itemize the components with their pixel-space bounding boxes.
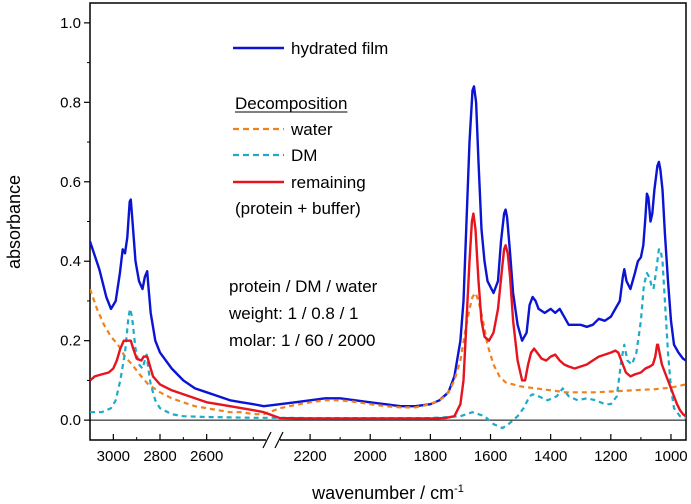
axis-break-mark-right [274,431,284,449]
x-axis-label: wavenumber / cm-1 [311,483,464,503]
annotation-line-1: protein / DM / water [229,277,378,296]
series-layer [90,85,686,430]
axis-break-gap [266,436,280,444]
x-tick-label: 1800 [414,448,447,465]
x-tick-label: 1200 [594,448,627,465]
axis-break-mark-left [262,431,272,449]
x-axis-ticks: 3000 2800 2600 2200 2000 1800 1600 1400 1200 1000 [97,434,688,465]
x-axis-label-main: wavenumber / cm [311,483,454,503]
series-line-water [90,288,686,416]
x-tick-label: 2600 [190,448,223,465]
annotation-line-2: weight: 1 / 0.8 / 1 [228,304,358,323]
series-line-hydrated-film [90,85,686,408]
legend-decomposition-title: Decomposition [235,94,347,113]
y-axis-ticks: 0.0 0.2 0.4 0.6 0.8 1.0 [60,15,90,429]
series-line-dm [90,248,686,430]
composition-annotation: protein / DM / water weight: 1 / 0.8 / 1… [228,277,378,350]
y-tick-label: 1.0 [60,15,81,32]
legend-remaining-note: (protein + buffer) [235,199,361,218]
x-tick-label: 1600 [474,448,507,465]
legend-label-hydrated-film: hydrated film [291,39,388,58]
series-line-remaining [90,212,686,420]
x-tick-label: 1000 [654,448,687,465]
y-tick-label: 0.4 [60,253,81,270]
plot-frame [89,2,687,441]
x-tick-label: 1400 [534,448,567,465]
legend: hydrated film Decomposition water DM rem… [233,39,388,218]
x-tick-label: 2200 [293,448,326,465]
x-axis-label-superscript: -1 [454,483,464,495]
x-tick-label: 2000 [354,448,387,465]
y-tick-label: 0.6 [60,174,81,191]
annotation-line-3: molar: 1 / 60 / 2000 [229,331,375,350]
legend-label-remaining: remaining [291,173,366,192]
x-tick-label: 3000 [97,448,130,465]
legend-label-water: water [290,120,333,139]
y-tick-label: 0.0 [60,412,81,429]
x-tick-label: 2800 [143,448,176,465]
y-axis-label: absorbance [4,175,24,269]
legend-label-dm: DM [291,146,317,165]
y-tick-label: 0.2 [60,333,81,350]
y-tick-label: 0.8 [60,94,81,111]
